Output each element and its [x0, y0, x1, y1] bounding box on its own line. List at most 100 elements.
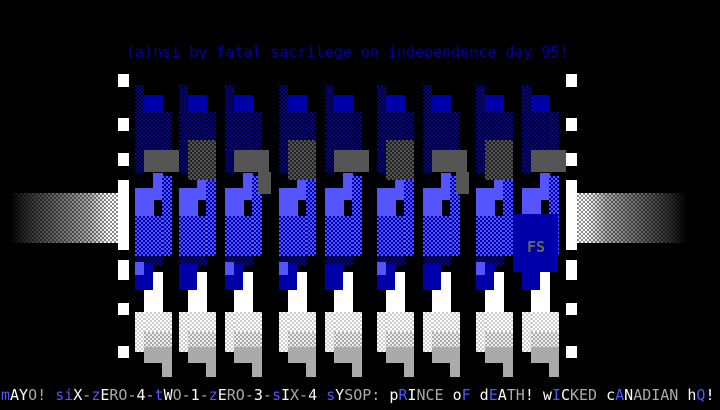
- art-block: [188, 140, 216, 180]
- status-segment: A: [497, 386, 507, 404]
- art-block: [404, 363, 414, 377]
- art-block: [432, 332, 460, 347]
- art-block: [432, 95, 451, 112]
- art-block: [377, 216, 405, 256]
- art-block: [522, 312, 532, 352]
- art-block: [279, 312, 289, 352]
- status-segment: t: [154, 386, 164, 404]
- art-block: [531, 95, 550, 112]
- art-block: [288, 347, 316, 363]
- art-block: [352, 176, 362, 256]
- status-segment: E: [488, 386, 498, 404]
- art-block: [279, 188, 298, 216]
- art-block: [179, 188, 198, 216]
- art-block: [566, 260, 577, 280]
- art-block: [540, 173, 550, 200]
- art-block: [531, 312, 559, 332]
- art-block: [306, 176, 316, 256]
- art-block: [153, 173, 163, 200]
- art-block: [144, 95, 163, 112]
- art-block: [179, 256, 207, 266]
- art-block: [297, 272, 307, 312]
- art-block: [135, 262, 144, 275]
- art-block: [423, 264, 442, 290]
- art-block: [206, 176, 216, 256]
- art-block: [450, 176, 460, 256]
- art-block: [258, 172, 271, 194]
- art-block: [325, 312, 335, 352]
- status-segment: -: [145, 386, 155, 404]
- art-block: [135, 216, 163, 256]
- art-block: [162, 112, 172, 172]
- status-segment: AY: [10, 386, 29, 404]
- art-block: [531, 150, 566, 172]
- art-block: [144, 332, 172, 347]
- art-block: [243, 173, 253, 200]
- status-segment: p: [389, 386, 399, 404]
- art-block: [386, 140, 414, 180]
- art-block: [234, 95, 253, 112]
- art-block: [118, 118, 129, 131]
- status-segment: z: [208, 386, 218, 404]
- art-block: [566, 153, 577, 166]
- art-block: [234, 332, 262, 347]
- art-block: [252, 112, 262, 172]
- status-segment: X: [73, 386, 83, 404]
- art-block: [386, 95, 405, 112]
- status-segment: s: [326, 386, 336, 404]
- status-segment: si: [55, 386, 74, 404]
- art-block: [334, 312, 362, 332]
- art-block: [334, 95, 353, 112]
- status-segment: 4: [308, 386, 318, 404]
- art-block: [485, 290, 495, 312]
- art-block: [386, 347, 414, 363]
- art-block: [162, 363, 172, 377]
- art-block: [279, 262, 288, 275]
- status-segment: Y: [335, 386, 345, 404]
- status-segment: ADIAN: [633, 386, 688, 404]
- art-block: [386, 332, 414, 347]
- art-block: [432, 150, 467, 172]
- art-block: [377, 312, 387, 352]
- art-block: [423, 256, 451, 266]
- art-block: [566, 303, 577, 315]
- gradient-beam-right: [577, 193, 689, 243]
- art-block: [288, 140, 316, 180]
- art-block: [485, 347, 513, 363]
- art-block: [566, 74, 577, 87]
- status-segment: O!: [28, 386, 56, 404]
- art-block: [441, 173, 451, 200]
- art-block: [135, 256, 163, 266]
- art-block: [404, 176, 414, 256]
- status-segment: 4: [136, 386, 146, 404]
- art-block: [243, 272, 253, 312]
- art-block: [334, 347, 362, 363]
- art-block: [288, 290, 298, 312]
- art-block: [297, 173, 307, 200]
- art-block: [234, 347, 262, 363]
- art-block: [395, 272, 405, 312]
- art-block: [531, 347, 559, 363]
- art-block: [352, 112, 362, 172]
- status-segment: KED: [569, 386, 607, 404]
- status-segment: !: [705, 386, 715, 404]
- art-block: [288, 312, 316, 332]
- art-block: [234, 150, 269, 172]
- art-block: [503, 363, 513, 377]
- art-block: [377, 262, 386, 275]
- art-block: [377, 256, 405, 266]
- art-block: [118, 260, 129, 280]
- art-block: [179, 312, 189, 352]
- art-block: [153, 272, 163, 312]
- status-segment: d: [479, 386, 489, 404]
- art-block: [531, 332, 559, 347]
- art-block: [386, 290, 396, 312]
- art-block: [476, 216, 504, 256]
- art-block: [144, 290, 154, 312]
- status-segment: N: [624, 386, 634, 404]
- status-segment: E: [217, 386, 227, 404]
- artist-signature: FS: [527, 238, 546, 256]
- status-segment: RO-: [109, 386, 137, 404]
- status-segment: RO-: [226, 386, 254, 404]
